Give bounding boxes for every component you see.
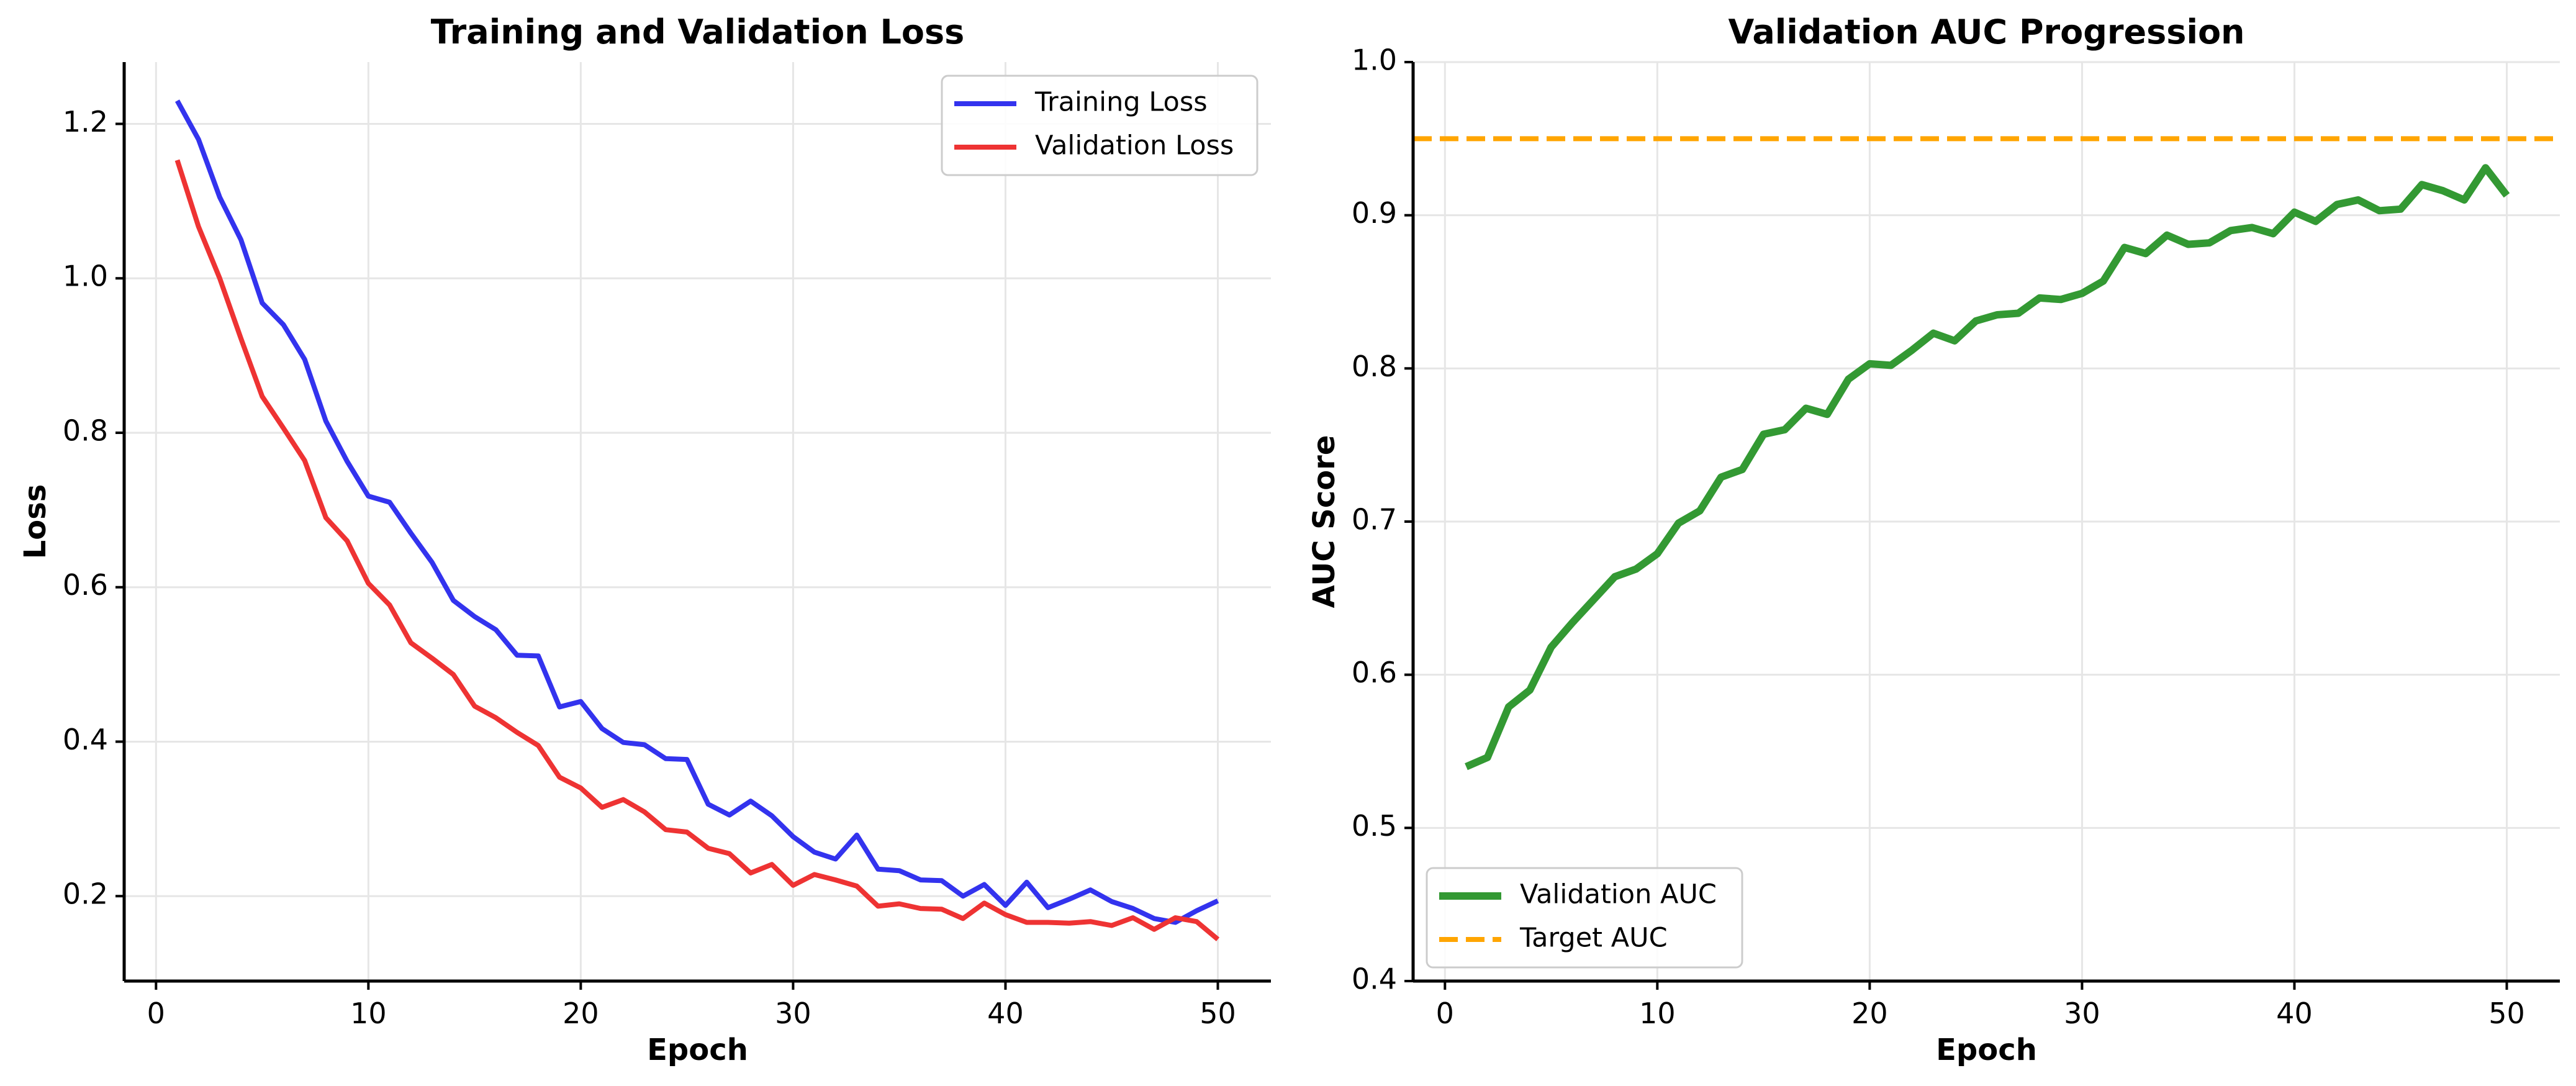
loss-y-tick-label: 0.4: [63, 723, 108, 756]
auc-y-axis-label: AUC Score: [1307, 435, 1342, 609]
loss-chart: 0 10 20 30 40 50 0.2 0.4 0.6 0.8 1.0 1.2 Training L…: [18, 12, 1271, 1067]
training-loss-legend-label: Training Loss: [1034, 87, 1208, 118]
auc-y-tick-label: 0.9: [1352, 196, 1397, 230]
loss-x-tick-label: 40: [987, 997, 1024, 1030]
loss-chart-title: Training and Validation Loss: [431, 12, 965, 52]
auc-chart: 0 10 20 30 40 50 0.4 0.5 0.6 0.7 0.8 0.9 1.0 Validat…: [1307, 12, 2560, 1067]
auc-x-tick-label: 30: [2064, 997, 2100, 1030]
validation-loss-legend-label: Validation Loss: [1035, 130, 1234, 161]
auc-axes: 0 10 20 30 40 50 0.4 0.5 0.6 0.7 0.8 0.9 1.0: [1352, 43, 2560, 1030]
auc-y-tick-label: 0.4: [1352, 962, 1397, 996]
auc-x-tick-label: 50: [2488, 997, 2525, 1030]
loss-y-tick-label: 1.0: [63, 260, 108, 293]
auc-x-axis-label: Epoch: [1936, 1033, 2037, 1067]
auc-x-tick-label: 20: [1851, 997, 1888, 1030]
auc-y-tick-label: 0.5: [1352, 809, 1397, 843]
validation-auc-line: [1465, 164, 2510, 771]
auc-chart-title: Validation AUC Progression: [1728, 12, 2244, 52]
auc-y-tick-label: 1.0: [1352, 43, 1397, 77]
loss-legend: Training Loss Validation Loss: [941, 75, 1259, 176]
auc-series: [1413, 136, 2560, 771]
loss-grid: [124, 62, 1271, 981]
loss-series: [174, 99, 1220, 941]
auc-grid: [1413, 61, 2560, 982]
loss-y-axis-label: Loss: [18, 484, 53, 559]
loss-x-axis-label: Epoch: [647, 1033, 748, 1067]
auc-y-tick-label: 0.7: [1352, 503, 1397, 536]
loss-x-tick-label: 20: [563, 997, 599, 1030]
training-loss-line: [174, 99, 1219, 925]
target-auc-legend-label: Target AUC: [1519, 923, 1668, 954]
auc-legend: Validation AUC Target AUC: [1426, 867, 1743, 969]
loss-y-tick-label: 0.2: [63, 877, 108, 911]
loss-y-tick-label: 0.6: [63, 568, 108, 602]
loss-x-tick-label: 30: [775, 997, 811, 1030]
auc-x-tick-label: 40: [2276, 997, 2313, 1030]
validation-loss-line: [174, 159, 1220, 941]
auc-x-tick-label: 10: [1639, 997, 1676, 1030]
loss-y-tick-label: 0.8: [63, 414, 108, 447]
auc-y-tick-label: 0.6: [1352, 656, 1397, 689]
loss-x-tick-label: 10: [350, 997, 387, 1030]
loss-y-tick-label: 1.2: [63, 105, 108, 138]
loss-x-tick-label: 0: [147, 997, 165, 1030]
loss-legend-box: [941, 75, 1259, 176]
auc-x-tick-label: 0: [1436, 997, 1454, 1030]
loss-axes: 0 10 20 30 40 50 0.2 0.4 0.6 0.8 1.0 1.2: [63, 62, 1271, 1030]
auc-y-tick-label: 0.8: [1352, 350, 1397, 383]
loss-x-tick-label: 50: [1200, 997, 1236, 1030]
auc-legend-box: [1426, 867, 1743, 969]
validation-auc-legend-label: Validation AUC: [1520, 879, 1717, 910]
